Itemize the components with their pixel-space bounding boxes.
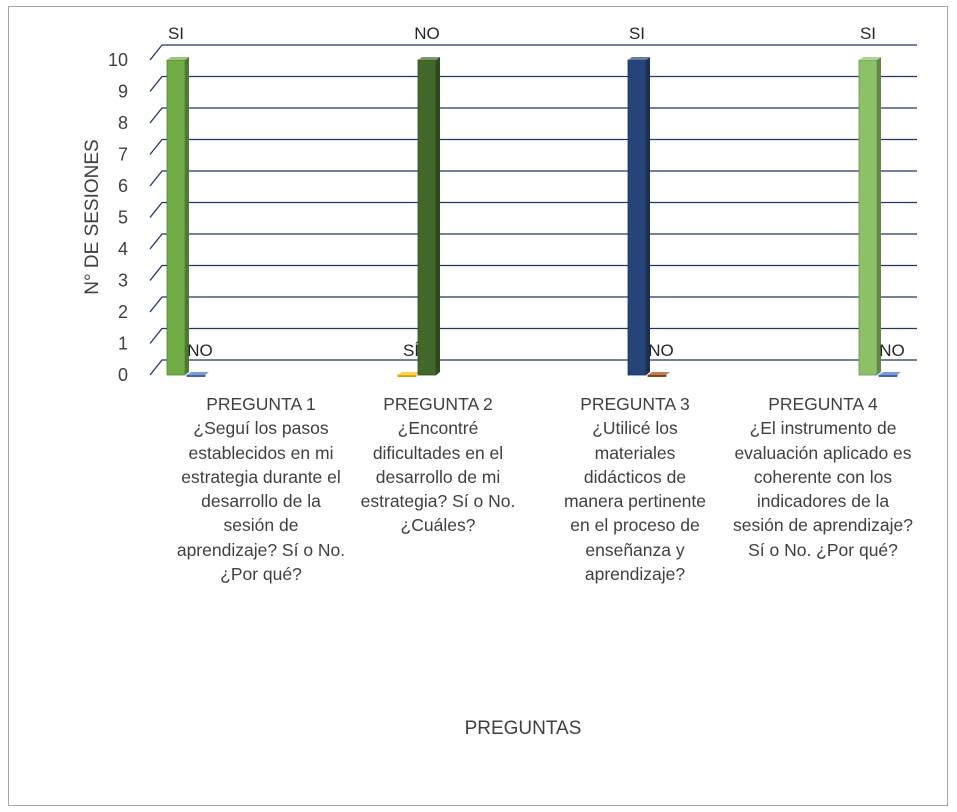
y-tick-label: 5 — [118, 208, 128, 228]
gridline — [149, 138, 917, 155]
category-labels: PREGUNTA 1 ¿Seguí los pasos establecidos … — [0, 392, 957, 692]
bar-top — [167, 57, 189, 60]
category-title: PREGUNTA 2 — [383, 394, 493, 414]
category-title: PREGUNTA 1 — [206, 394, 316, 414]
category-title: PREGUNTA 3 — [580, 394, 690, 414]
y-axis-label: N° DE SESIONES — [82, 139, 103, 294]
gridline — [149, 170, 917, 187]
gridline — [149, 201, 917, 218]
gridline — [149, 107, 917, 124]
bar-top — [418, 57, 440, 60]
bar-2-first — [397, 374, 417, 377]
y-tick-label: 4 — [118, 239, 128, 259]
bar-top — [648, 372, 670, 375]
y-tick-label: 1 — [118, 334, 128, 354]
category-question: ¿Seguí los pasos establecidos en mi estr… — [176, 418, 346, 585]
bar-side — [436, 57, 440, 375]
bar-top — [628, 57, 650, 60]
gridline — [149, 359, 917, 376]
category-title: PREGUNTA 4 — [768, 394, 878, 414]
y-tick-label: 8 — [118, 113, 128, 133]
gridline — [149, 264, 917, 281]
bar-1-second — [186, 374, 206, 377]
bar-4-first — [858, 59, 878, 376]
bar-side — [646, 57, 650, 375]
gridline — [149, 233, 917, 250]
x-axis-label: PREGUNTAS — [465, 718, 582, 739]
bar-2-second — [417, 59, 437, 376]
bar-3-second — [647, 374, 667, 377]
y-tick-label: 6 — [118, 176, 128, 196]
category-question: ¿Encontré dificultades en el desarrollo … — [360, 418, 516, 536]
y-tick-label: 2 — [118, 302, 128, 322]
data-label: NO — [648, 341, 674, 360]
category-label: PREGUNTA 4 ¿El instrumento de evaluación … — [733, 392, 913, 562]
data-label: NO — [414, 24, 440, 43]
bar-4-second — [878, 374, 898, 377]
data-label: SI — [168, 24, 184, 43]
bar-top — [859, 57, 881, 60]
y-tick-label: 0 — [118, 365, 128, 385]
data-label: NO — [187, 341, 213, 360]
gridline — [149, 327, 917, 344]
data-label: SÍ — [403, 341, 419, 360]
bar-top — [187, 372, 209, 375]
data-label: NO — [879, 341, 905, 360]
category-question: ¿El instrumento de evaluación aplicado e… — [733, 418, 913, 560]
category-question: ¿Utilicé los materiales didácticos de ma… — [563, 418, 707, 585]
category-label: PREGUNTA 1 ¿Seguí los pasos establecidos … — [176, 392, 346, 586]
bar-1-first — [166, 59, 186, 376]
gridline — [149, 44, 917, 61]
data-label: SI — [860, 24, 876, 43]
y-tick-label: 3 — [118, 271, 128, 291]
category-label: PREGUNTA 2 ¿Encontré dificultades en el d… — [353, 392, 523, 538]
bar-side — [877, 57, 881, 375]
y-tick-label: 10 — [108, 50, 128, 70]
category-label: PREGUNTA 3 ¿Utilicé los materiales didáct… — [560, 392, 710, 586]
data-label: SI — [629, 24, 645, 43]
y-tick-label: 9 — [118, 82, 128, 102]
gridline — [149, 75, 917, 92]
bar-top — [879, 372, 901, 375]
bar-3-first — [627, 59, 647, 376]
gridline — [149, 296, 917, 313]
bar-side — [185, 57, 189, 375]
y-tick-label: 7 — [118, 145, 128, 165]
bar-top — [398, 372, 420, 375]
